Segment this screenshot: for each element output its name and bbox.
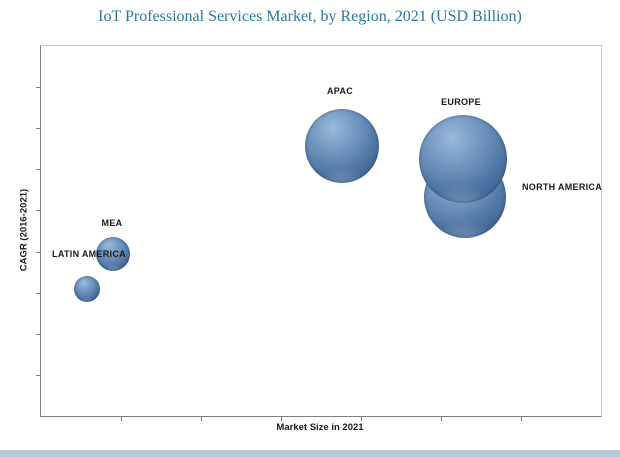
y-axis-label: CAGR (2016-2021) [18, 188, 30, 272]
y-axis-tick [36, 87, 41, 88]
y-axis-tick [36, 169, 41, 170]
x-axis-tick [281, 416, 282, 421]
bubble-label-apac: APAC [326, 86, 354, 96]
y-axis-tick [36, 128, 41, 129]
bubble-apac [305, 109, 379, 183]
x-axis-label: Market Size in 2021 [276, 422, 364, 433]
x-axis-tick [361, 416, 362, 421]
chart-title: IoT Professional Services Market, by Reg… [98, 8, 522, 25]
y-axis-tick [36, 252, 41, 253]
plot-area: LATIN AMERICA MEA APAC NORTH AMERICA EUROPE [36, 45, 603, 421]
y-axis-tick [36, 210, 41, 211]
bubble-label-latin-america: LATIN AMERICA [52, 249, 126, 259]
x-axis-tick [441, 416, 442, 421]
bubble-label-europe: EUROPE [441, 97, 481, 107]
y-axis-tick [36, 375, 41, 376]
bubble-europe [419, 115, 507, 203]
y-axis-tick [36, 293, 41, 294]
y-axis-tick [36, 334, 41, 335]
bubble-label-north-america: NORTH AMERICA [521, 182, 603, 192]
x-axis-tick [121, 416, 122, 421]
bubble-mea [96, 237, 130, 271]
bubble-label-mea: MEA [101, 218, 123, 228]
x-axis-tick [201, 416, 202, 421]
x-axis-tick [521, 416, 522, 421]
bubble-latin-america [74, 276, 100, 302]
bottom-bar [0, 450, 620, 457]
